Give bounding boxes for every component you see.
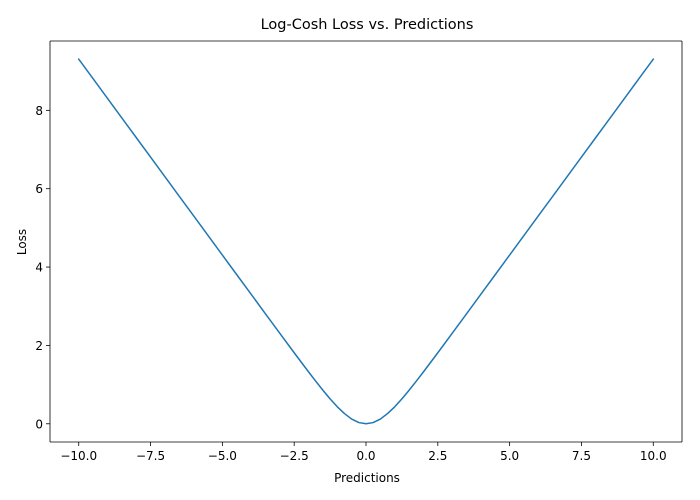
x-axis-label: Predictions: [334, 471, 400, 485]
y-tick-label: 6: [35, 182, 43, 196]
y-tick-label: 8: [35, 104, 43, 118]
x-tick-label: −7.5: [136, 449, 165, 463]
plot-area: −10.0 −7.5 −5.0 −2.5 0.0 2.5 5.0 7.5 10.0 0 2 4 6 8: [35, 40, 683, 463]
x-tick-label: 5.0: [500, 449, 519, 463]
x-tick-label: −5.0: [208, 449, 237, 463]
x-tick-label: −2.5: [280, 449, 309, 463]
x-tick-label: 10.0: [640, 449, 667, 463]
chart-title: Log-Cosh Loss vs. Predictions: [261, 17, 474, 33]
x-tick-label: 7.5: [572, 449, 591, 463]
series-line-0: [77, 58, 655, 425]
x-tick-label: 2.5: [428, 449, 447, 463]
x-tick-label: 0.0: [356, 449, 375, 463]
y-tick-label: 2: [35, 339, 43, 353]
y-tick-label: 0: [35, 417, 43, 431]
y-axis-label: Loss: [15, 229, 29, 255]
y-tick-label: 4: [35, 261, 43, 275]
x-tick-label: −10.0: [60, 449, 97, 463]
